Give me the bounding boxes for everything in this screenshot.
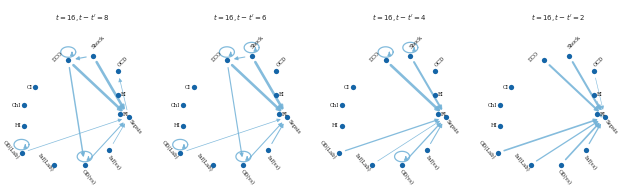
Text: Sepsis: Sepsis [445,118,460,135]
Text: EI: EI [279,92,285,97]
Text: Inf(Lab): Inf(Lab) [36,153,54,172]
Text: EI: EI [438,92,444,97]
Text: Shock: Shock [250,35,264,50]
Text: OCD: OCD [117,56,129,68]
Text: RI: RI [599,112,605,117]
Text: ChI: ChI [171,103,180,108]
Title: $t = 16, t - t' = 2$: $t = 16, t - t' = 2$ [531,12,585,23]
Text: HI: HI [332,123,339,129]
Text: Shock: Shock [408,35,423,50]
Text: EI: EI [596,92,602,97]
Text: Inf(vs): Inf(vs) [266,154,280,171]
Title: $t = 16, t - t' = 4$: $t = 16, t - t' = 4$ [372,12,427,23]
Text: DCO: DCO [211,51,223,63]
Text: ChI: ChI [330,103,339,108]
Text: HI: HI [173,123,180,129]
Text: DCO: DCO [52,51,64,63]
Text: Inf(vs): Inf(vs) [107,154,122,171]
Text: OCD: OCD [435,56,447,68]
Text: OCD: OCD [593,56,605,68]
Text: OD(Lab): OD(Lab) [319,140,337,161]
Text: Sepsis: Sepsis [604,118,618,135]
Text: EI: EI [120,92,126,97]
Text: OD(vs): OD(vs) [81,169,97,186]
Text: Sepsis: Sepsis [127,118,143,135]
Text: OD(Lab): OD(Lab) [477,140,496,161]
Text: CI: CI [26,85,33,90]
Text: CI: CI [502,85,509,90]
Text: DCO: DCO [528,51,540,63]
Text: RI: RI [282,112,288,117]
Text: Inf(vs): Inf(vs) [424,154,439,171]
Text: OCD: OCD [276,56,288,68]
Text: Inf(Lab): Inf(Lab) [354,153,372,172]
Text: ChI: ChI [12,103,22,108]
Text: Shock: Shock [567,35,582,50]
Text: OD(vs): OD(vs) [398,169,413,186]
Text: OD(Lab): OD(Lab) [2,140,20,161]
Text: Shock: Shock [91,35,106,50]
Title: $t = 16, t - t' = 6$: $t = 16, t - t' = 6$ [213,12,268,23]
Text: RI: RI [123,112,129,117]
Text: CI: CI [344,85,350,90]
Text: HI: HI [491,123,497,129]
Text: Sepsis: Sepsis [286,118,301,135]
Text: OD(vs): OD(vs) [239,169,255,186]
Text: Inf(vs): Inf(vs) [583,154,598,171]
Text: OD(Lab): OD(Lab) [161,140,179,161]
Text: HI: HI [15,123,22,129]
Text: OD(vs): OD(vs) [557,169,572,186]
Text: ChI: ChI [488,103,497,108]
Text: DCO: DCO [369,51,381,63]
Text: Inf(Lab): Inf(Lab) [513,153,531,172]
Text: Inf(Lab): Inf(Lab) [195,153,213,172]
Text: RI: RI [440,112,447,117]
Title: $t = 16, t - t' = 8$: $t = 16, t - t' = 8$ [54,12,109,23]
Text: CI: CI [185,85,191,90]
